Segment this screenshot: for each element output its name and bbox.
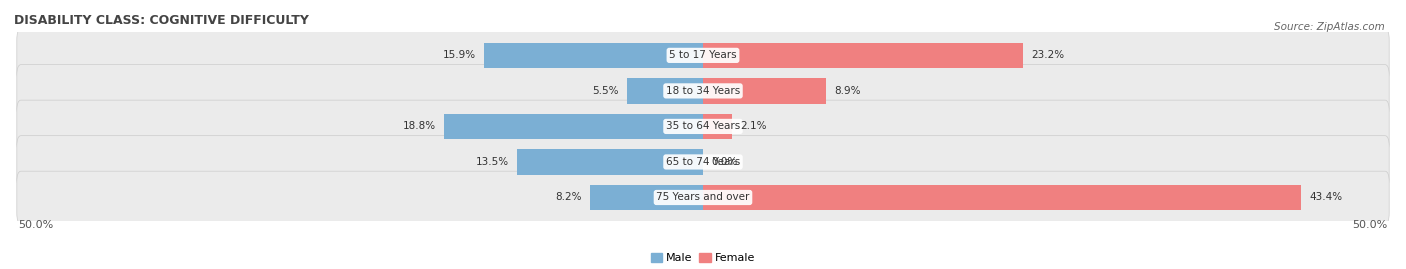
Text: 2.1%: 2.1% (740, 121, 766, 132)
Bar (627, 78, 703, 104)
Bar (703, 185, 1301, 210)
Bar (484, 43, 703, 68)
Text: 5 to 17 Years: 5 to 17 Years (669, 50, 737, 60)
Bar (703, 78, 825, 104)
Bar (444, 114, 703, 139)
FancyBboxPatch shape (17, 171, 1389, 224)
Text: 18.8%: 18.8% (402, 121, 436, 132)
Bar (703, 114, 733, 139)
Text: 23.2%: 23.2% (1031, 50, 1064, 60)
Text: 50.0%: 50.0% (1353, 220, 1388, 229)
FancyBboxPatch shape (17, 29, 1389, 82)
Text: 50.0%: 50.0% (18, 220, 53, 229)
Bar (591, 185, 703, 210)
Text: 13.5%: 13.5% (475, 157, 509, 167)
Text: 0.0%: 0.0% (711, 157, 738, 167)
Text: 5.5%: 5.5% (592, 86, 619, 96)
Text: 18 to 34 Years: 18 to 34 Years (666, 86, 740, 96)
FancyBboxPatch shape (17, 100, 1389, 153)
Legend: Male, Female: Male, Female (647, 249, 759, 268)
Text: 15.9%: 15.9% (443, 50, 475, 60)
Text: 8.2%: 8.2% (555, 193, 582, 203)
Bar (517, 149, 703, 175)
Bar (703, 43, 1022, 68)
Text: 75 Years and over: 75 Years and over (657, 193, 749, 203)
Text: 65 to 74 Years: 65 to 74 Years (666, 157, 740, 167)
FancyBboxPatch shape (17, 65, 1389, 117)
Text: 8.9%: 8.9% (834, 86, 860, 96)
Text: 35 to 64 Years: 35 to 64 Years (666, 121, 740, 132)
FancyBboxPatch shape (17, 136, 1389, 188)
Text: Source: ZipAtlas.com: Source: ZipAtlas.com (1274, 22, 1385, 31)
Text: 43.4%: 43.4% (1309, 193, 1343, 203)
Text: DISABILITY CLASS: COGNITIVE DIFFICULTY: DISABILITY CLASS: COGNITIVE DIFFICULTY (14, 14, 309, 27)
